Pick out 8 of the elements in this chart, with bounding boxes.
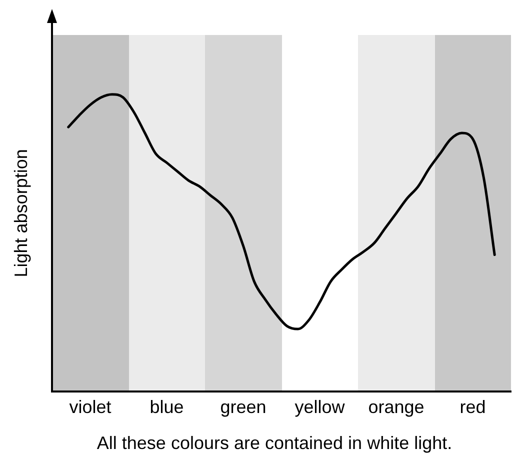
x-tick-label: orange <box>368 397 424 418</box>
x-tick-label: green <box>220 397 266 418</box>
y-axis-title: Light absorption <box>10 149 31 278</box>
x-tick-label: blue <box>150 397 184 418</box>
x-tick-label: violet <box>69 397 112 418</box>
text: All these colours are contained in white light. <box>96 433 452 453</box>
x-tick-label: yellow <box>294 397 346 418</box>
x-tick-label: red <box>460 397 486 418</box>
